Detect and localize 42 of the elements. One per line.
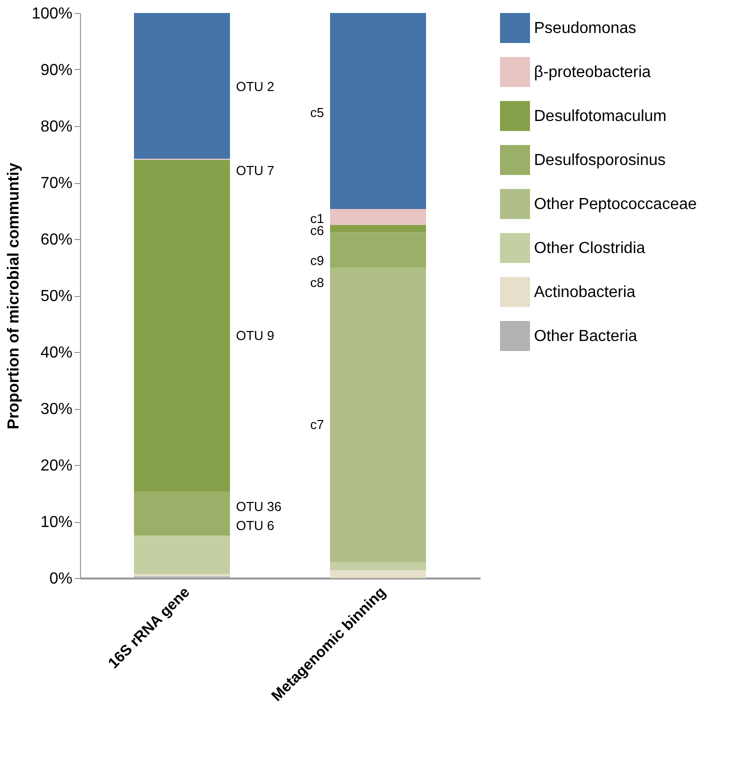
y-tick-label: 90% bbox=[40, 62, 72, 79]
bar bbox=[134, 13, 230, 159]
bar bbox=[134, 160, 230, 492]
legend-label: β-proteobacteria bbox=[534, 64, 651, 81]
y-tick-label: 40% bbox=[40, 344, 72, 362]
bar bbox=[330, 232, 426, 268]
legend-label: Actinobacteria bbox=[534, 284, 636, 301]
y-tick-label: 50% bbox=[40, 288, 72, 305]
annotation: c1 bbox=[310, 211, 324, 226]
legend-label: Other Bacteria bbox=[534, 328, 638, 345]
annotation: OTU 36 bbox=[236, 499, 282, 514]
y-tick-label: 70% bbox=[40, 175, 72, 192]
bar bbox=[134, 536, 230, 574]
legend-label: Pseudomonas bbox=[534, 20, 636, 37]
annotation: c6 bbox=[310, 223, 324, 238]
annotation: OTU 7 bbox=[236, 163, 274, 178]
annotation: OTU 9 bbox=[236, 328, 274, 343]
annotation: c9 bbox=[310, 253, 324, 268]
y-tick-label: 30% bbox=[40, 401, 72, 418]
bar bbox=[330, 570, 426, 578]
legend-label: Other Clostridia bbox=[534, 240, 646, 257]
bar bbox=[330, 13, 426, 210]
bar bbox=[330, 224, 426, 232]
y-tick-label: 80% bbox=[40, 118, 72, 136]
y-tick-label: 20% bbox=[40, 458, 72, 474]
y-tick-label: 0% bbox=[49, 570, 72, 588]
y-tick-label: 60% bbox=[40, 232, 72, 248]
y-tick-label: 10% bbox=[40, 514, 72, 531]
legend-label: Other Peptococcaceae bbox=[534, 196, 697, 213]
y-axis-title: Proportion of microbial communtiy bbox=[6, 162, 23, 430]
bar bbox=[330, 209, 426, 225]
annotation: OTU 2 bbox=[236, 79, 274, 94]
annotation: c5 bbox=[310, 105, 324, 120]
legend-label: Desulfosporosinus bbox=[534, 152, 666, 169]
annotation: OTU 6 bbox=[236, 518, 274, 533]
annotation: c8 bbox=[310, 275, 324, 290]
bar bbox=[330, 562, 426, 570]
annotation: c7 bbox=[310, 417, 324, 432]
y-tick-label: 100% bbox=[32, 6, 72, 22]
bar bbox=[134, 492, 230, 536]
bar bbox=[330, 268, 426, 562]
legend-label: Desulfotomaculum bbox=[534, 108, 666, 125]
